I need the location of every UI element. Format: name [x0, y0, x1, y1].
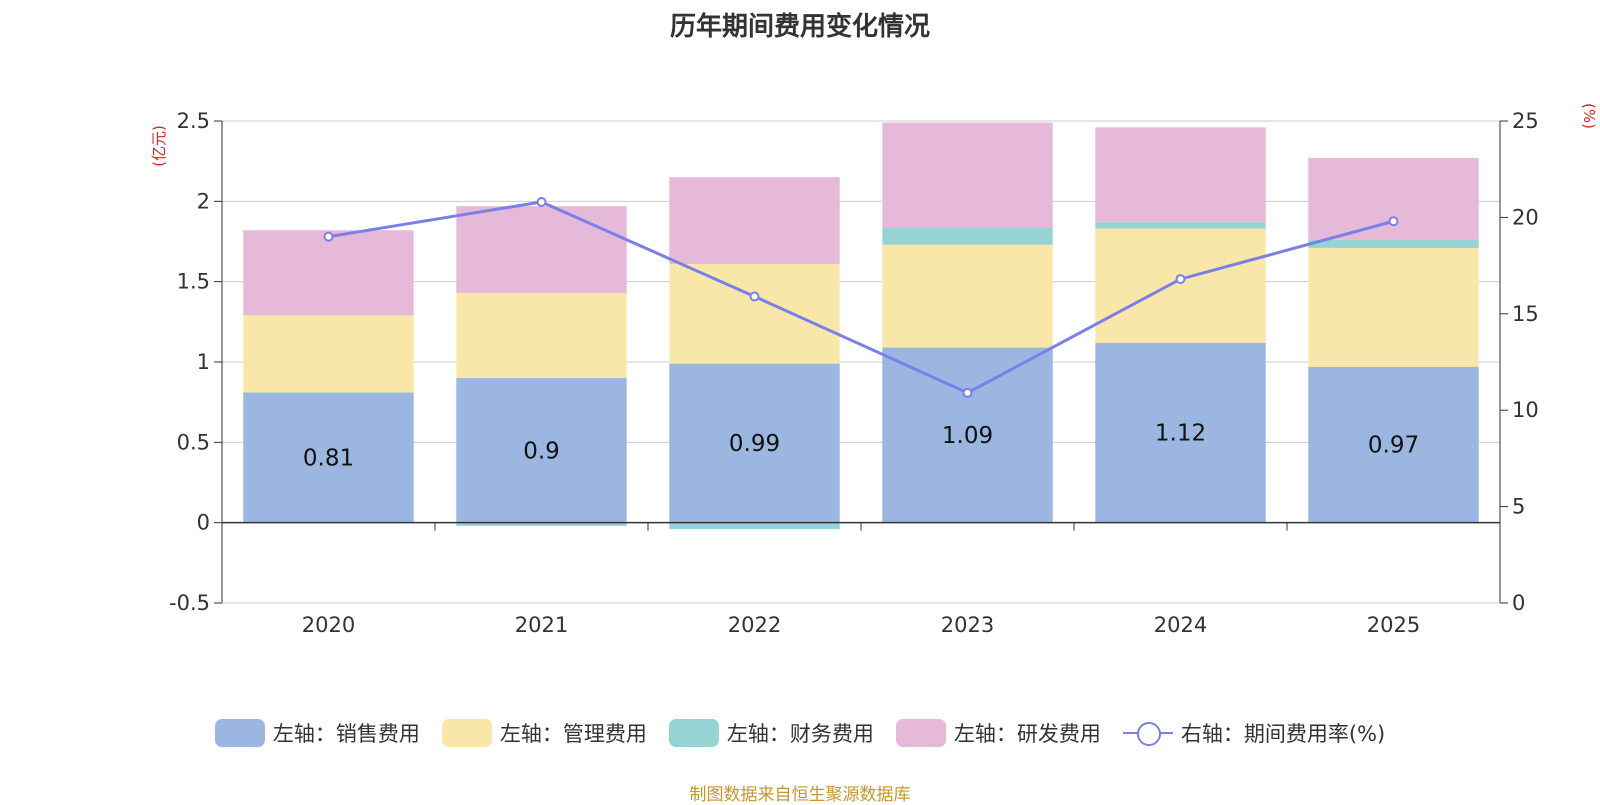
rate-point-2025	[1388, 216, 1399, 227]
rate-point-2020	[323, 231, 334, 242]
bar-0-2022	[669, 363, 840, 523]
bar-0-2021	[456, 378, 627, 523]
bar-1-2021	[456, 292, 627, 379]
bar-3-2021	[456, 206, 627, 293]
left-tick-label-6: 2.5	[177, 109, 210, 133]
bar-0-2023	[882, 347, 1053, 523]
bar-3-2020	[243, 230, 414, 316]
bar-2-2021	[456, 522, 627, 526]
legend-item-rnd[interactable]: 左轴：研发费用	[895, 718, 1101, 748]
legend-item-admin[interactable]: 左轴：管理费用	[441, 718, 647, 748]
rate-point-2023	[962, 387, 973, 398]
right-tick-label-0: 0	[1512, 591, 1525, 615]
x-label-2024: 2024	[1154, 613, 1207, 637]
bar-2-2024	[1095, 222, 1266, 229]
left-tick-label-0: -0.5	[169, 591, 210, 615]
legend-item-finance[interactable]: 左轴：财务费用	[668, 718, 874, 748]
legend-item-sales[interactable]: 左轴：销售费用	[214, 718, 420, 748]
x-label-2025: 2025	[1367, 613, 1420, 637]
bar-3-2024	[1095, 127, 1266, 223]
x-label-2022: 2022	[728, 613, 781, 637]
legend-swatch-rnd	[895, 719, 946, 747]
bar-3-2025	[1308, 157, 1479, 240]
left-axis-unit: (亿元)	[150, 125, 168, 167]
legend-item-rate[interactable]: 右轴：期间费用率(%)	[1122, 718, 1386, 748]
left-tick-label-1: 0	[197, 511, 210, 535]
x-label-2021: 2021	[515, 613, 568, 637]
data-label-2020: 0.81	[303, 446, 354, 472]
legend-label-rnd: 左轴：研发费用	[953, 722, 1101, 746]
legend-label-admin: 左轴：管理费用	[499, 722, 647, 746]
left-tick-label-4: 1.5	[177, 270, 210, 294]
data-label-2024: 1.12	[1155, 421, 1206, 447]
right-axis-unit: (%)	[1580, 103, 1598, 129]
bar-0-2020	[243, 392, 414, 523]
bar-0-2025	[1308, 366, 1479, 523]
bar-0-2024	[1095, 342, 1266, 523]
legend-swatch-sales	[214, 719, 265, 747]
bar-1-2025	[1308, 247, 1479, 367]
bar-1-2020	[243, 315, 414, 393]
left-tick-label-3: 1	[197, 350, 210, 374]
bar-3-2023	[882, 122, 1053, 228]
legend-label-finance: 左轴：财务费用	[726, 722, 874, 746]
bar-1-2024	[1095, 228, 1266, 343]
bar-1-2022	[669, 263, 840, 364]
rate-line	[328, 200, 1394, 395]
right-tick-label-2: 10	[1512, 398, 1539, 422]
bar-1-2023	[882, 244, 1053, 348]
data-label-2021: 0.9	[523, 438, 560, 464]
bar-2-2025	[1308, 239, 1479, 248]
legend-swatch-finance	[668, 719, 719, 747]
legend-swatch-rate	[1122, 719, 1173, 747]
rate-point-2021	[536, 196, 547, 207]
legend-label-sales: 左轴：销售费用	[272, 722, 420, 746]
x-label-2020: 2020	[302, 613, 355, 637]
rate-point-2024	[1175, 274, 1186, 285]
legend-label-rate: 右轴：期间费用率(%)	[1180, 722, 1386, 746]
bar-2-2022	[669, 522, 840, 530]
x-label-2023: 2023	[941, 613, 994, 637]
rate-point-2022	[749, 291, 760, 302]
legend-swatch-admin	[441, 719, 492, 747]
right-tick-label-5: 25	[1512, 109, 1539, 133]
data-source-note: 制图数据来自恒生聚源数据库	[689, 785, 911, 805]
bar-2-2023	[882, 227, 1053, 245]
data-label-2023: 1.09	[942, 423, 993, 449]
data-label-2022: 0.99	[729, 431, 780, 457]
right-tick-label-3: 15	[1512, 302, 1539, 326]
chart-title: 历年期间费用变化情况	[669, 12, 930, 42]
left-tick-label-2: 0.5	[177, 430, 210, 454]
left-tick-label-5: 2	[197, 189, 210, 213]
legend: 左轴：销售费用 左轴：管理费用 左轴：财务费用 左轴：研发费用 右轴：期间费用率…	[0, 718, 1600, 748]
right-tick-label-4: 20	[1512, 205, 1539, 229]
data-label-2025: 0.97	[1368, 433, 1419, 459]
bar-3-2022	[669, 177, 840, 264]
right-tick-label-1: 5	[1512, 495, 1525, 519]
